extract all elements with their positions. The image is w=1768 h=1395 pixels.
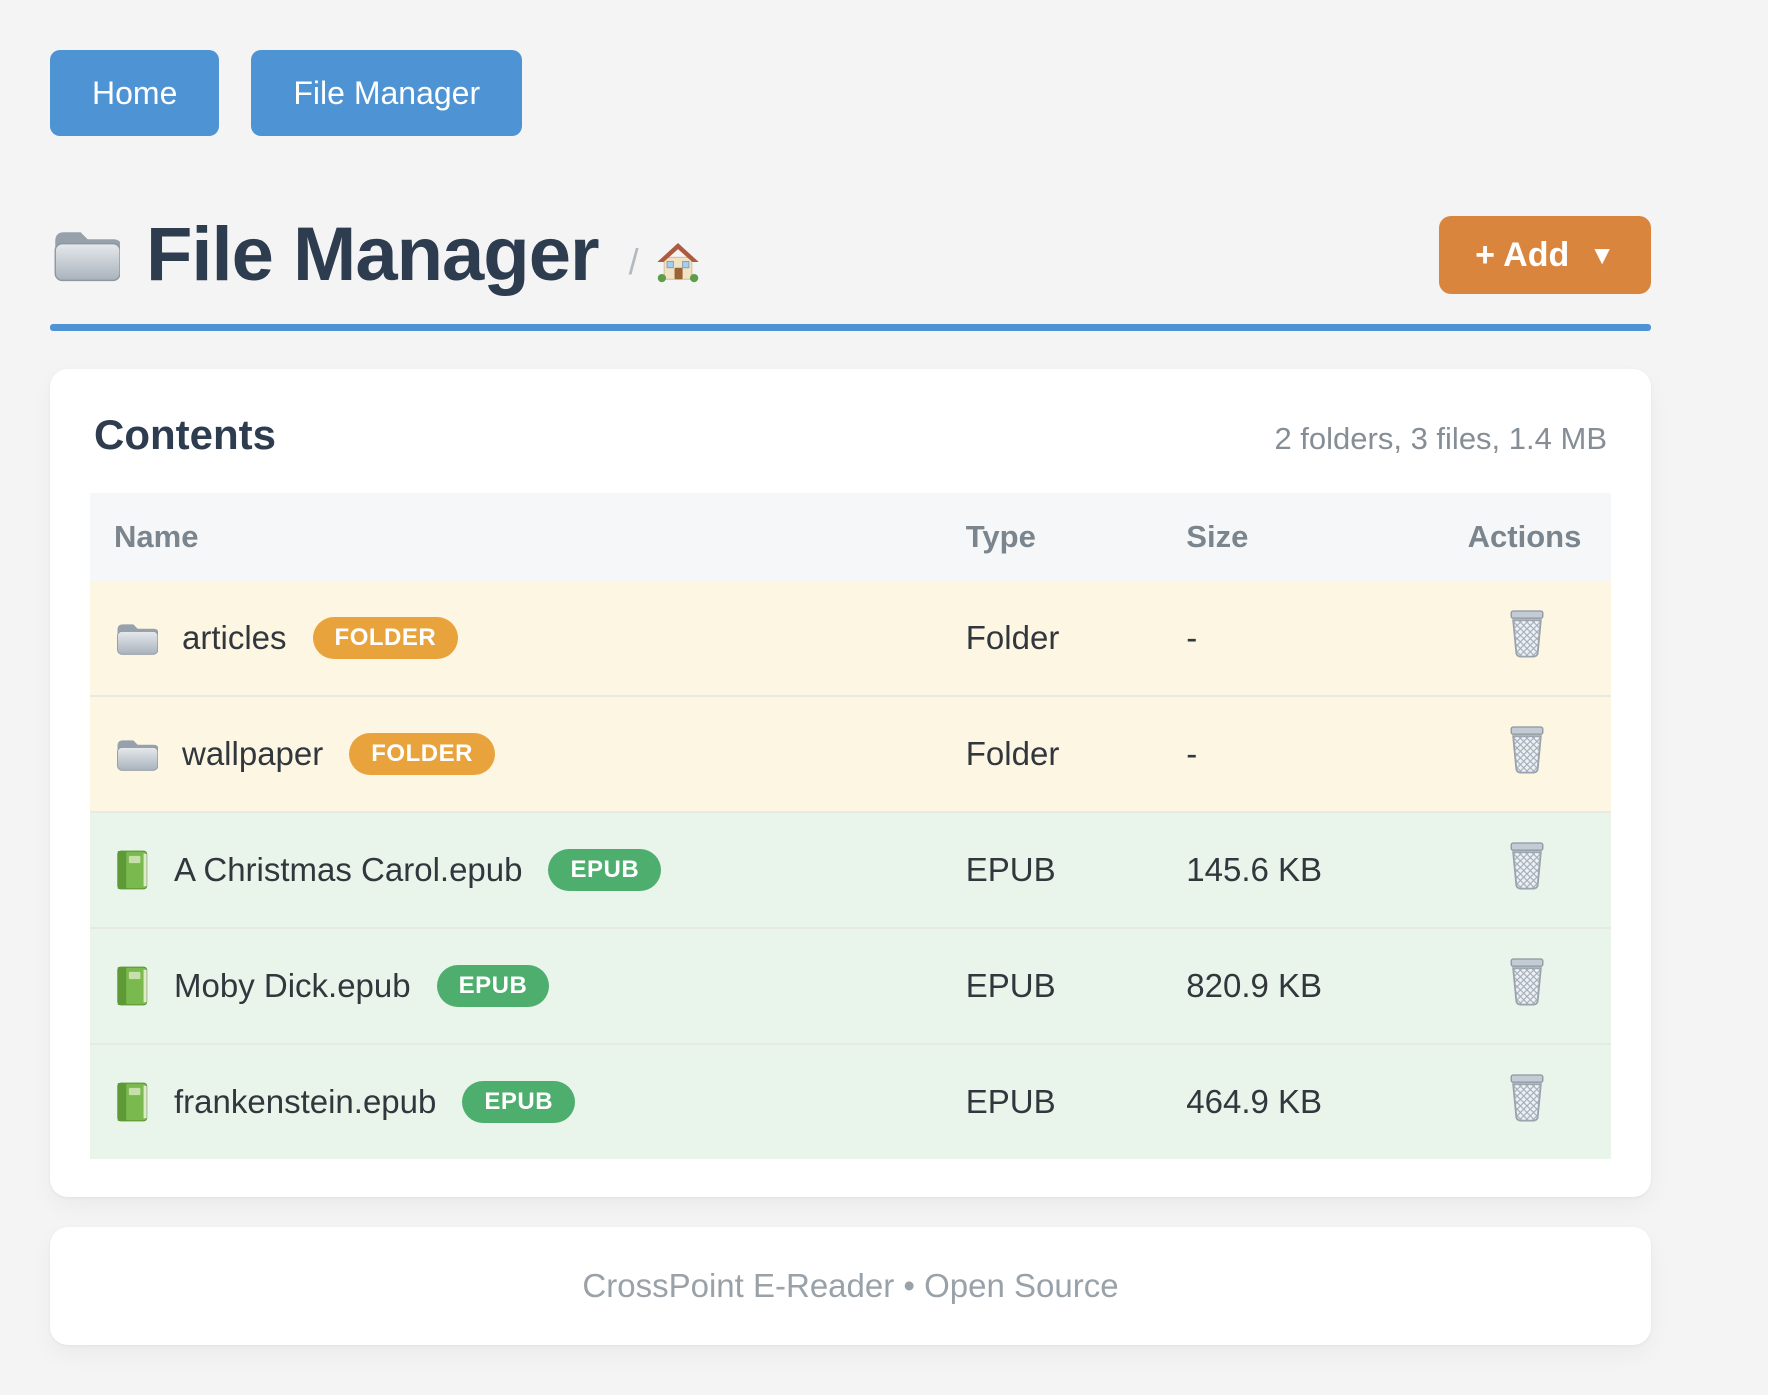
name-cell: frankenstein.epub EPUB <box>114 1081 918 1123</box>
table-row[interactable]: frankenstein.epub EPUB EPUB 464.9 KB <box>90 1044 1611 1159</box>
table-row[interactable]: articles FOLDER Folder - <box>90 581 1611 696</box>
type-badge: FOLDER <box>313 617 459 659</box>
table-header-row: Name Type Size Actions <box>90 493 1611 581</box>
name-cell: Moby Dick.epub EPUB <box>114 965 918 1007</box>
name-cell: wallpaper FOLDER <box>114 733 918 775</box>
contents-heading: Contents <box>94 411 276 459</box>
file-name[interactable]: A Christmas Carol.epub <box>174 851 522 889</box>
table-row[interactable]: Moby Dick.epub EPUB EPUB 820.9 KB <box>90 928 1611 1044</box>
type-badge: FOLDER <box>349 733 495 775</box>
header-divider <box>50 324 1651 331</box>
name-cell: articles FOLDER <box>114 617 918 659</box>
contents-summary: 2 folders, 3 files, 1.4 MB <box>1274 421 1607 457</box>
size-cell: 820.9 KB <box>1162 928 1443 1044</box>
trash-icon <box>1507 609 1547 659</box>
footer-card: CrossPoint E-Reader • Open Source <box>50 1227 1651 1345</box>
folder-icon <box>114 620 158 657</box>
delete-button[interactable] <box>1507 725 1547 775</box>
nav-button-file-manager[interactable]: File Manager <box>251 50 522 136</box>
column-header-type: Type <box>942 493 1163 581</box>
home-icon[interactable] <box>655 240 701 284</box>
size-cell: - <box>1162 696 1443 812</box>
type-badge: EPUB <box>548 849 661 891</box>
chevron-down-icon: ▼ <box>1589 242 1615 268</box>
type-cell: EPUB <box>942 928 1163 1044</box>
book-icon <box>114 849 150 891</box>
delete-button[interactable] <box>1507 1073 1547 1123</box>
type-cell: EPUB <box>942 1044 1163 1159</box>
footer-text: CrossPoint E-Reader • Open Source <box>582 1267 1118 1304</box>
table-row[interactable]: wallpaper FOLDER Folder - <box>90 696 1611 812</box>
type-cell: EPUB <box>942 812 1163 928</box>
name-cell: A Christmas Carol.epub EPUB <box>114 849 918 891</box>
delete-button[interactable] <box>1507 957 1547 1007</box>
book-icon <box>114 965 150 1007</box>
contents-card: Contents 2 folders, 3 files, 1.4 MB Name… <box>50 369 1651 1197</box>
trash-icon <box>1507 725 1547 775</box>
type-cell: Folder <box>942 581 1163 696</box>
book-icon <box>114 1081 150 1123</box>
column-header-size: Size <box>1162 493 1443 581</box>
folder-icon <box>114 736 158 773</box>
folder-icon <box>50 225 120 285</box>
column-header-actions: Actions <box>1444 493 1611 581</box>
type-badge: EPUB <box>462 1081 575 1123</box>
trash-icon <box>1507 1073 1547 1123</box>
add-button[interactable]: + Add ▼ <box>1439 216 1651 294</box>
column-header-name: Name <box>90 493 942 581</box>
page-container: Home File Manager File Manager / + Add ▼… <box>50 0 1651 1395</box>
file-name[interactable]: wallpaper <box>182 735 323 773</box>
file-name[interactable]: articles <box>182 619 287 657</box>
delete-button[interactable] <box>1507 841 1547 891</box>
top-nav: Home File Manager <box>50 0 1651 136</box>
breadcrumb: / <box>629 240 701 284</box>
contents-card-header: Contents 2 folders, 3 files, 1.4 MB <box>90 411 1611 459</box>
type-badge: EPUB <box>437 965 550 1007</box>
page-header: File Manager / + Add ▼ <box>50 216 1651 294</box>
file-name[interactable]: Moby Dick.epub <box>174 967 411 1005</box>
file-table-body: articles FOLDER Folder - wallpaper FOLDE… <box>90 581 1611 1159</box>
table-row[interactable]: A Christmas Carol.epub EPUB EPUB 145.6 K… <box>90 812 1611 928</box>
file-name[interactable]: frankenstein.epub <box>174 1083 436 1121</box>
size-cell: 464.9 KB <box>1162 1044 1443 1159</box>
trash-icon <box>1507 957 1547 1007</box>
type-cell: Folder <box>942 696 1163 812</box>
delete-button[interactable] <box>1507 609 1547 659</box>
title-group: File Manager / <box>50 217 701 293</box>
nav-button-home[interactable]: Home <box>50 50 219 136</box>
page-title: File Manager <box>146 217 599 293</box>
add-button-label: + Add <box>1475 236 1569 275</box>
file-table: Name Type Size Actions articles FOLDER F… <box>90 493 1611 1159</box>
size-cell: 145.6 KB <box>1162 812 1443 928</box>
breadcrumb-separator: / <box>629 241 639 283</box>
size-cell: - <box>1162 581 1443 696</box>
trash-icon <box>1507 841 1547 891</box>
